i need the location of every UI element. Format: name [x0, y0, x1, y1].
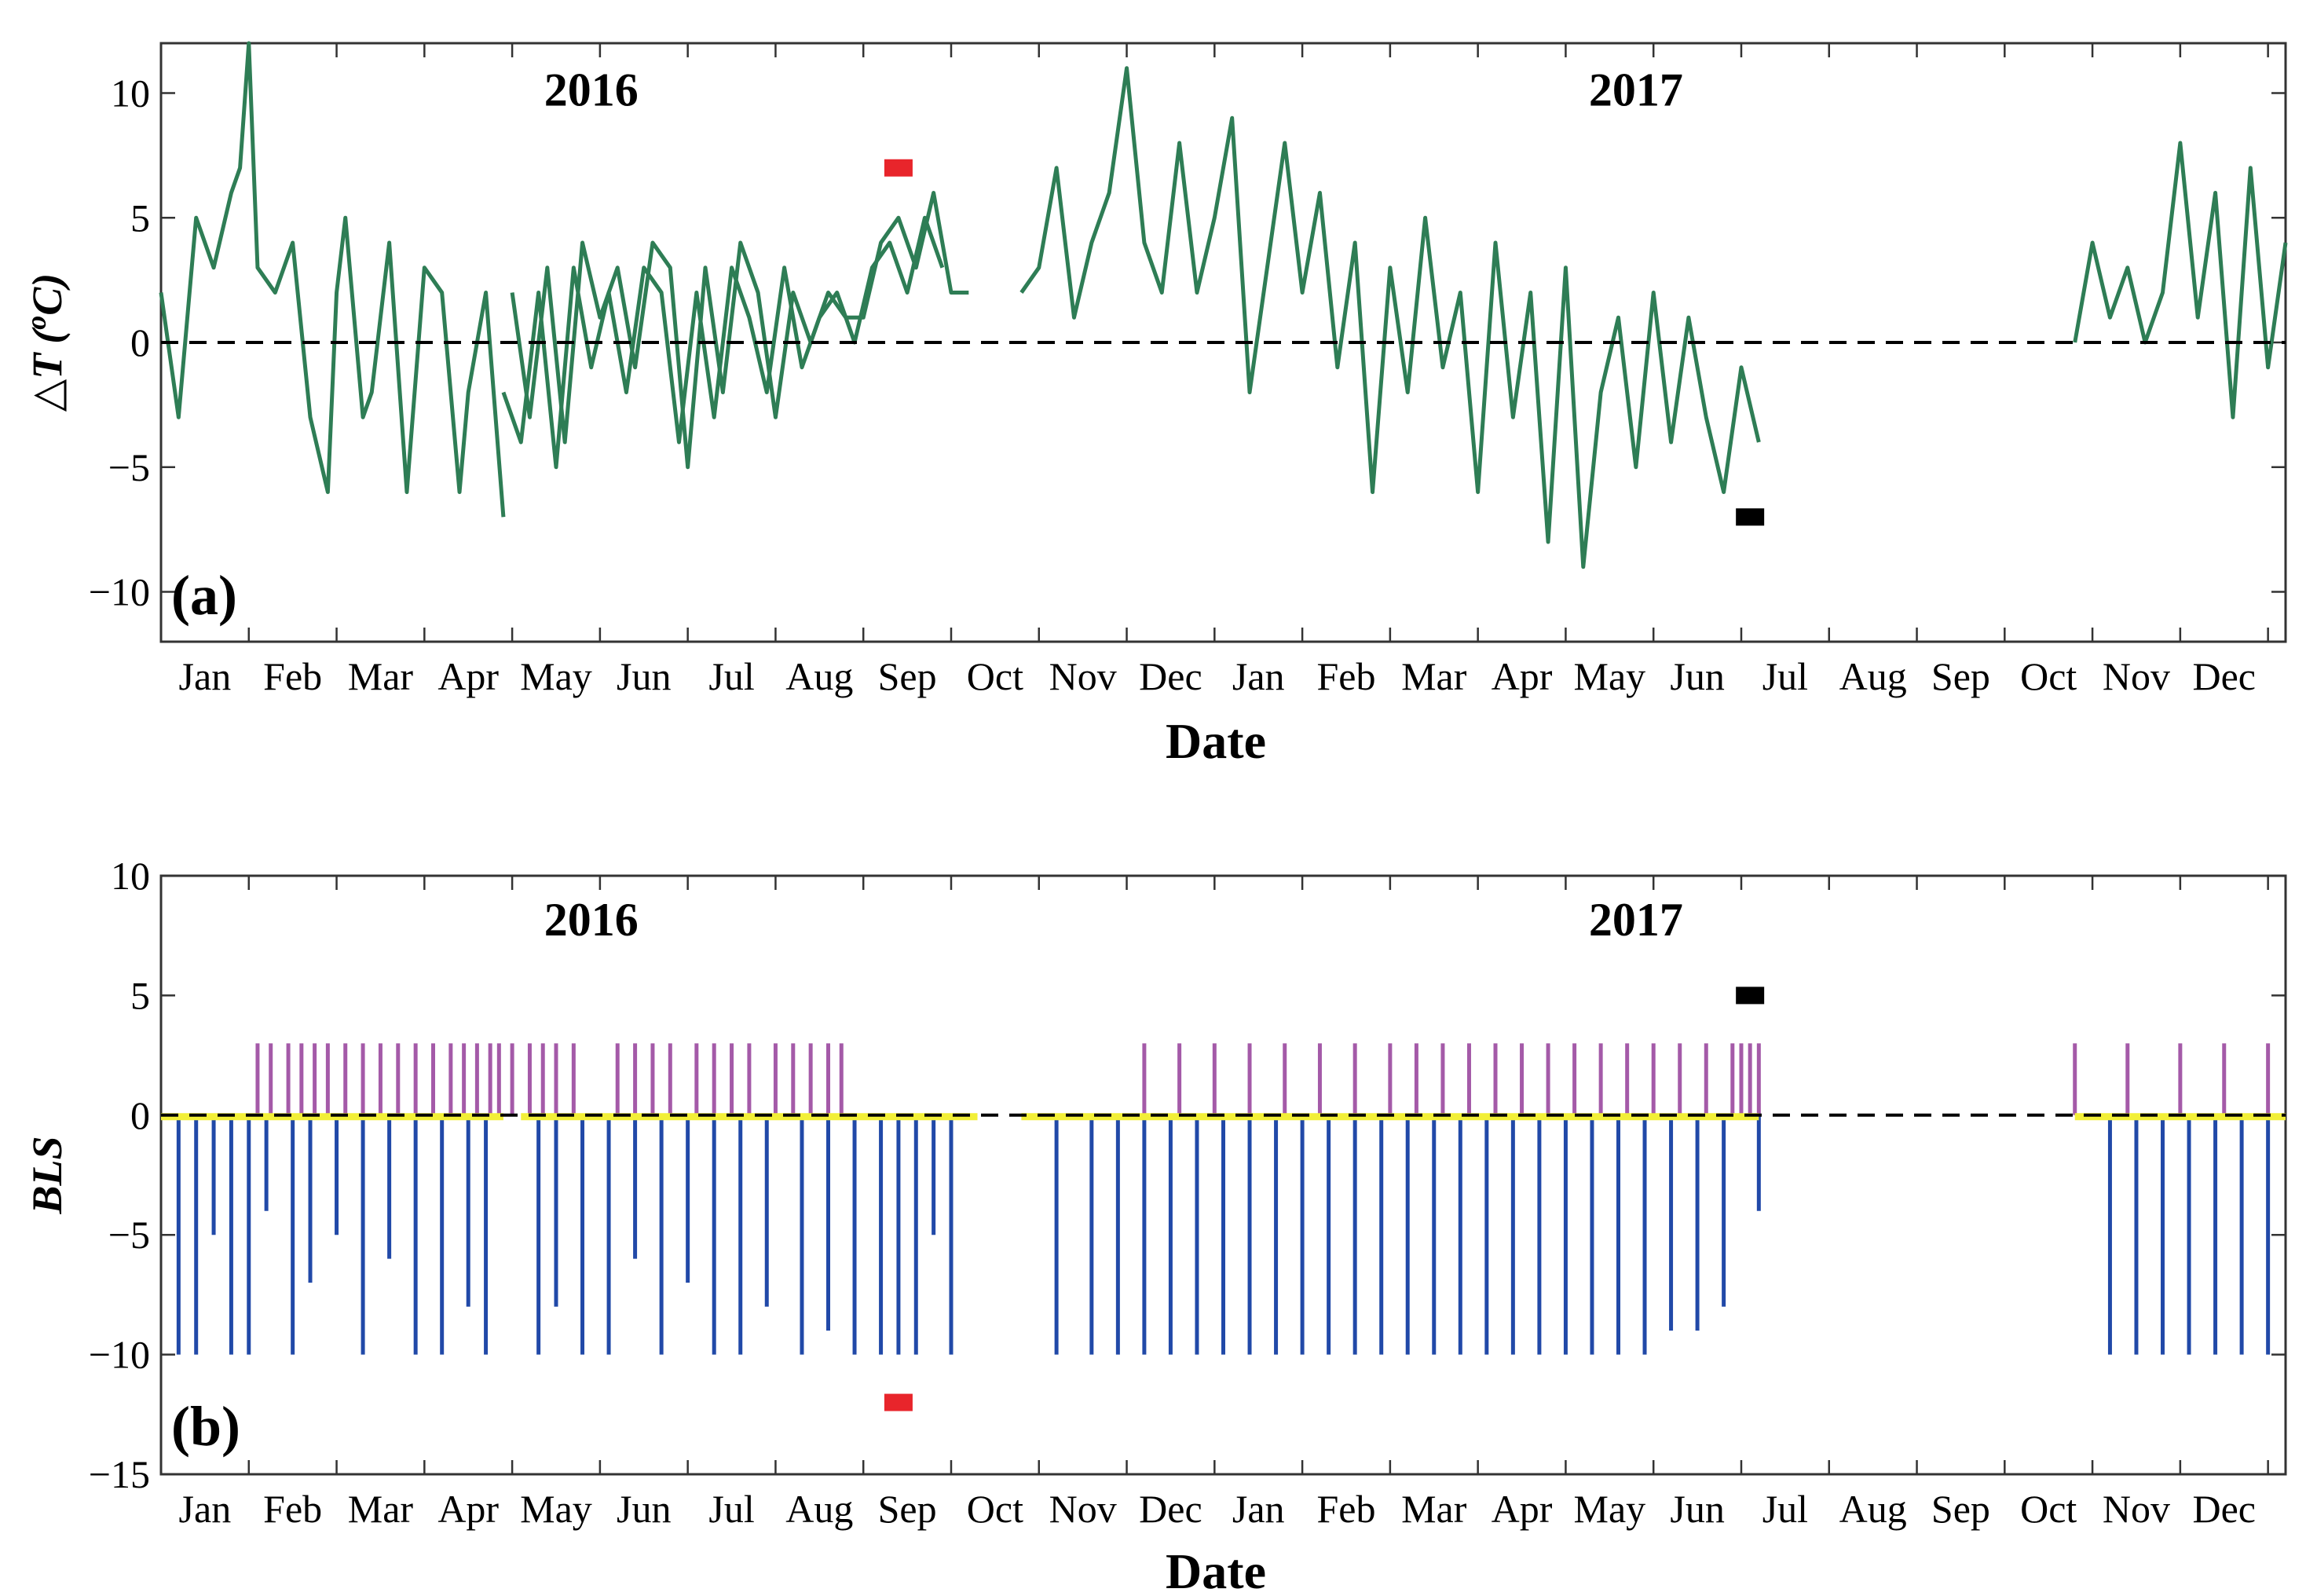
x-tick-label: Apr — [1492, 1487, 1553, 1531]
x-tick-label: Sep — [1931, 654, 1990, 698]
y-tick-label: −5 — [108, 445, 150, 489]
x-tick-label: Mar — [1401, 654, 1467, 698]
series-line — [501, 215, 945, 470]
panel-b-frame — [159, 874, 2287, 1476]
x-tick-label: Aug — [785, 654, 853, 698]
x-tick-label: Dec — [2193, 654, 2257, 698]
series-line — [159, 41, 506, 518]
x-tick-label: Nov — [1049, 654, 1117, 698]
x-tick-label: Feb — [1316, 1487, 1375, 1531]
x-tick-label: Jun — [617, 1487, 671, 1531]
panel-a-year-label-2017: 2017 — [1589, 64, 1683, 115]
panel-a-ylabel: △T(oC) — [20, 273, 71, 412]
y-tick-label: −10 — [89, 570, 150, 614]
x-tick-label: Oct — [2020, 1487, 2077, 1531]
x-tick-label: Oct — [967, 1487, 1023, 1531]
x-tick-label: Feb — [263, 1487, 322, 1531]
panel-a-markers — [884, 159, 1765, 526]
panel-b-bls: 10 5 0 −5 −10 −15 Jan Feb Mar Apr May Jun Jul Aug Sep… — [24, 854, 2287, 1596]
x-tick-label: Dec — [1139, 654, 1202, 698]
y-tick-label: 10 — [111, 854, 150, 898]
panel-a-delta-t: 10 5 0 −5 −10 Jan Feb Mar Apr May Jun Jul Aug Sep Oct… — [20, 41, 2288, 769]
panel-b-ylabel: BLS — [24, 1136, 71, 1214]
x-tick-label: Nov — [2103, 654, 2170, 698]
y-tick-label: 10 — [111, 71, 150, 115]
panel-b-year-label-2016: 2016 — [544, 894, 639, 946]
x-tick-label: Apr — [1492, 654, 1553, 698]
x-tick-label: Jan — [179, 1487, 232, 1531]
y-tick-label: 5 — [130, 973, 150, 1017]
x-tick-label: Mar — [1401, 1487, 1467, 1531]
marker-rect — [1736, 508, 1765, 526]
series-line — [2073, 141, 2288, 419]
x-tick-label: Jun — [1670, 1487, 1724, 1531]
x-tick-label: Jan — [1232, 654, 1285, 698]
panel-a-data — [159, 41, 2288, 569]
x-tick-label: Oct — [967, 654, 1023, 698]
panel-b-label: (b) — [171, 1395, 240, 1458]
x-tick-label: Jul — [708, 1487, 754, 1531]
marker-rect — [1736, 987, 1765, 1005]
x-tick-label: Dec — [1139, 1487, 1202, 1531]
panel-b-markers — [884, 987, 1765, 1411]
x-tick-label: May — [520, 1487, 592, 1531]
x-tick-label: Sep — [1931, 1487, 1990, 1531]
panel-a-xlabel: Date — [1166, 713, 1266, 769]
panel-b-year-label-2017: 2017 — [1589, 894, 1683, 946]
x-tick-label: Jul — [708, 654, 754, 698]
x-tick-label: Aug — [785, 1487, 853, 1531]
x-tick-label: Jun — [617, 654, 671, 698]
x-tick-label: Apr — [437, 1487, 499, 1531]
y-tick-label: −15 — [89, 1452, 150, 1496]
marker-rect — [884, 1393, 913, 1411]
x-tick-label: May — [1573, 654, 1645, 698]
x-tick-label: Nov — [1049, 1487, 1117, 1531]
panel-a-year-label-2016: 2016 — [544, 64, 639, 115]
x-tick-label: Jul — [1762, 654, 1808, 698]
panel-b-data — [161, 1043, 2286, 1355]
x-tick-label: Jun — [1670, 654, 1724, 698]
x-tick-label: Jan — [1232, 1487, 1285, 1531]
panel-b-xlabel: Date — [1166, 1543, 1266, 1596]
panel-a-label: (a) — [171, 564, 237, 627]
y-tick-label: −5 — [108, 1213, 150, 1257]
series-line — [1019, 66, 1761, 569]
x-tick-label: Jul — [1762, 1487, 1808, 1531]
x-tick-label: Sep — [878, 1487, 937, 1531]
x-tick-label: Dec — [2193, 1487, 2257, 1531]
y-tick-label: 0 — [130, 1093, 150, 1137]
x-tick-label: Feb — [1316, 654, 1375, 698]
x-tick-label: Jan — [179, 654, 232, 698]
x-tick-label: Feb — [263, 654, 322, 698]
x-tick-label: Sep — [878, 654, 937, 698]
x-tick-label: Mar — [348, 1487, 414, 1531]
marker-rect — [884, 159, 913, 177]
x-tick-label: Apr — [437, 654, 499, 698]
y-tick-label: 5 — [130, 196, 150, 240]
x-tick-label: Nov — [2103, 1487, 2170, 1531]
panel-a-x-ticks: Jan Feb Mar Apr May Jun Jul Aug Sep Oct Nov Dec Jan F… — [159, 43, 2269, 698]
y-tick-label: −10 — [89, 1333, 150, 1377]
x-tick-label: Aug — [1839, 1487, 1907, 1531]
x-tick-label: Mar — [348, 654, 414, 698]
x-tick-label: May — [1573, 1487, 1645, 1531]
panel-b-y-ticks: 10 5 0 −5 −10 −15 — [89, 854, 2286, 1496]
series-line — [510, 191, 969, 470]
x-tick-label: May — [520, 654, 592, 698]
x-tick-label: Aug — [1839, 654, 1907, 698]
x-tick-label: Oct — [2020, 654, 2077, 698]
panel-b-x-ticks: Jan Feb Mar Apr May Jun Jul Aug Sep Oct Nov Dec Jan F… — [159, 876, 2269, 1531]
y-tick-label: 0 — [130, 320, 150, 364]
